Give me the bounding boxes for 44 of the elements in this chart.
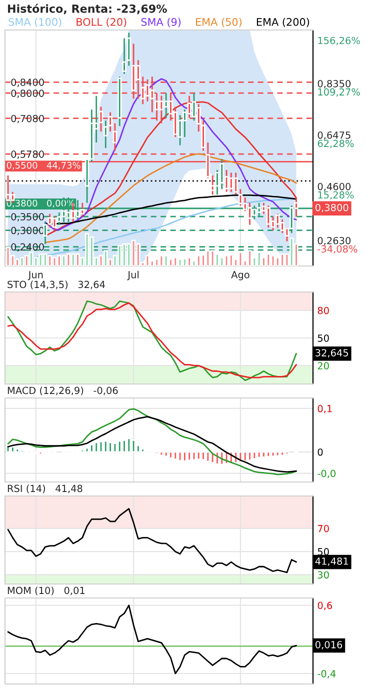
text: 32,645 <box>316 349 348 358</box>
text: BOLL (20) <box>76 18 126 28</box>
y-tick-label: 50 <box>318 334 329 342</box>
x-tick-label: Jul <box>127 270 138 280</box>
y-tick-label: 0,6 <box>318 602 332 610</box>
y2-tick-label: 0,6475 <box>318 131 350 140</box>
y3-tick-label: 109,27% <box>318 88 360 97</box>
ref-line-label: 0,5500 44,73% <box>6 162 80 170</box>
y-tick-label: 0,3500 <box>11 213 44 222</box>
y2-tick-label: 0,4600 <box>318 182 351 192</box>
y-tick-label: -0,4 <box>318 670 336 678</box>
y-tick-label: 70 <box>318 524 329 532</box>
chart-title: Histórico, Renta: -23,69% <box>8 4 167 14</box>
text: SMA (9) <box>141 18 181 28</box>
y-tick-label: 0,3000 <box>11 226 44 236</box>
y3-tick-label: 15,28% <box>318 191 354 200</box>
chart-title: RSI (14) 41,48 <box>8 484 82 494</box>
y-tick-label: 30 <box>318 571 329 579</box>
y-tick-label: -0,0 <box>318 470 336 478</box>
y-tick-label: 20 <box>318 362 329 370</box>
y-tick-label: 0,7080 <box>11 114 44 124</box>
x-tick-label: Jun <box>28 271 43 280</box>
text: 0,3800 <box>315 204 348 212</box>
y3-tick-label: 156,26% <box>318 36 360 46</box>
chart-title: STO (14,3,5) 32,64 <box>8 280 105 290</box>
y-tick-label: 0,2400 <box>11 243 44 252</box>
y-tick-label: 0,5780 <box>11 150 44 159</box>
y-tick-label: 0,8400 <box>11 78 44 87</box>
text: EMA (200) <box>256 18 310 28</box>
text: 41,481 <box>315 557 348 566</box>
text: EMA (50) <box>196 18 242 28</box>
text: SMA (100) <box>8 18 62 28</box>
y3-tick-label: -34,08% <box>318 245 358 254</box>
y-tick-label: 80 <box>318 306 329 314</box>
text: 0,016 <box>315 641 342 650</box>
y-tick-label: 0,8000 <box>11 90 44 98</box>
y2-tick-label: 0,2630 <box>318 236 351 246</box>
y2-tick-label: 0,8350 <box>318 80 351 88</box>
y-tick-label: 0 <box>318 448 323 456</box>
y-tick-label: 0,1 <box>318 404 332 414</box>
y3-tick-label: 62,28% <box>318 140 354 148</box>
x-tick-label: Ago <box>231 271 250 280</box>
chart-title: MACD (12,26,9) -0,06 <box>8 386 118 396</box>
chart-title: MOM (10) 0,01 <box>8 586 84 596</box>
